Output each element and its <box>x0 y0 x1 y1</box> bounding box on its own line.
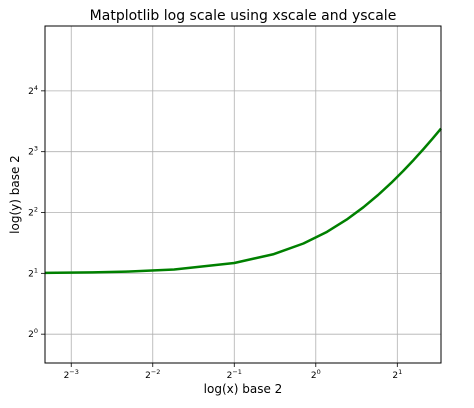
y-tick-label: 24 <box>28 84 38 97</box>
y-tick-label: 23 <box>28 145 38 158</box>
x-tick-exponent: −1 <box>232 368 242 376</box>
series-line <box>44 127 442 275</box>
x-tick-base: 2 <box>392 371 398 381</box>
y-tick-base: 2 <box>28 209 34 219</box>
x-tick-base: 2 <box>64 371 70 381</box>
y-tick-base: 2 <box>28 269 34 279</box>
y-tick-base: 2 <box>28 330 34 340</box>
x-tick-base: 2 <box>145 371 151 381</box>
x-tick-exponent: 1 <box>398 368 402 376</box>
x-axis-label: log(x) base 2 <box>204 382 283 396</box>
plot-frame <box>44 25 442 364</box>
y-tick-label: 20 <box>28 327 38 340</box>
x-tick-exponent: 0 <box>317 368 321 376</box>
x-tick-label: 2−3 <box>64 368 79 381</box>
y-tick-base: 2 <box>28 87 34 97</box>
x-tick-base: 2 <box>227 371 233 381</box>
y-axis-label: log(y) base 2 <box>8 155 22 234</box>
y-tick-exponent: 2 <box>34 206 38 214</box>
grid-lines <box>45 26 441 363</box>
y-tick-exponent: 1 <box>34 266 38 274</box>
x-tick-label: 21 <box>392 368 402 381</box>
y-tick-base: 2 <box>28 148 34 158</box>
x-tick-exponent: −2 <box>151 368 161 376</box>
x-tick-label: 2−1 <box>227 368 242 381</box>
x-tick-label: 2−2 <box>145 368 160 381</box>
y-tick-label: 21 <box>28 266 38 279</box>
x-tick-label: 20 <box>311 368 321 381</box>
y-tick-exponent: 0 <box>34 327 38 335</box>
y-tick-exponent: 4 <box>34 84 38 92</box>
y-tick-exponent: 3 <box>34 145 38 153</box>
y-tick-label: 22 <box>28 206 38 219</box>
x-tick-base: 2 <box>311 371 317 381</box>
series-layer <box>44 127 442 275</box>
chart-title: Matplotlib log scale using xscale and ys… <box>90 8 397 24</box>
x-tick-exponent: −3 <box>69 368 79 376</box>
